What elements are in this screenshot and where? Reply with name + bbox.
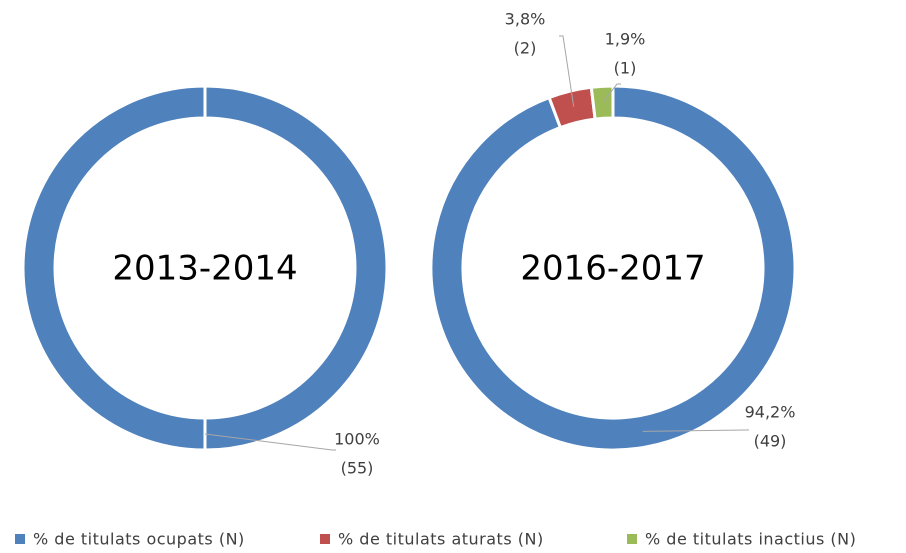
count-label: (49) — [754, 432, 787, 451]
legend-swatch — [15, 534, 25, 544]
center-label: 2016-2017 — [520, 249, 705, 289]
legend-label: % de titulats ocupats (N) — [33, 530, 245, 549]
count-label: (1) — [614, 59, 637, 78]
legend-swatch — [320, 534, 330, 544]
value-label: 94,2% — [745, 403, 796, 422]
donut-slice — [21, 84, 389, 452]
leader-line — [642, 429, 749, 432]
donut-slice — [429, 84, 797, 452]
count-label: (55) — [341, 459, 374, 478]
value-label: 1,9% — [605, 30, 646, 49]
legend-label: % de titulats aturats (N) — [338, 530, 544, 549]
legend-label: % de titulats inactius (N) — [645, 530, 856, 549]
leader-line — [602, 83, 621, 103]
donut-slice — [589, 84, 615, 121]
value-label: 3,8% — [505, 10, 546, 29]
count-label: (2) — [514, 39, 537, 58]
value-label: 100% — [334, 430, 380, 449]
leader-line — [559, 35, 575, 107]
legend-swatch — [627, 534, 637, 544]
center-label: 2013-2014 — [112, 249, 297, 289]
leader-line — [204, 433, 336, 451]
